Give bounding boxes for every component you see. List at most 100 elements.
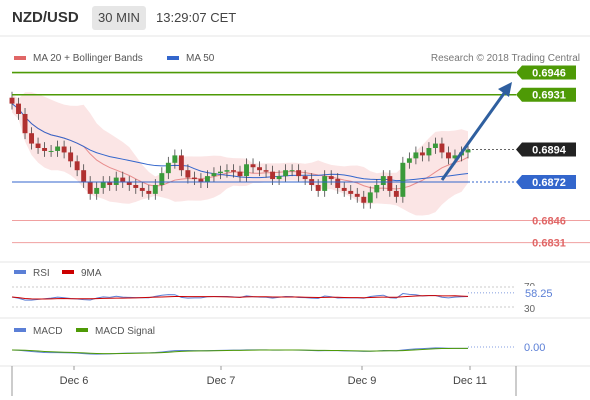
- rsi-legend-swatch: [14, 270, 26, 274]
- price-candle: [361, 190, 367, 209]
- price-candle: [35, 137, 41, 154]
- price-candle: [250, 158, 256, 174]
- price-candle: [354, 187, 360, 203]
- price-candle: [22, 108, 28, 140]
- price-candle: [178, 149, 184, 177]
- price-candle: [100, 176, 106, 194]
- price-candle: [348, 184, 354, 200]
- price-candle: [224, 164, 230, 178]
- price-candle: [296, 164, 302, 183]
- price-candle: [29, 127, 35, 150]
- macd-signal-line: [11, 347, 469, 355]
- price-candle: [159, 167, 165, 191]
- price-candle: [146, 184, 152, 200]
- price-candle: [74, 155, 80, 177]
- rsi-ma-legend-swatch: [62, 270, 74, 274]
- price-candle: [244, 158, 249, 183]
- price-candle: [191, 171, 197, 185]
- price-candle: [211, 167, 217, 183]
- currency-pair: NZD/USD: [12, 9, 79, 26]
- price-candle: [165, 156, 171, 180]
- level-0-6931: 0.6931: [12, 87, 576, 102]
- price-candle: [263, 164, 269, 178]
- price-candle: [387, 170, 393, 197]
- price-candle: [400, 156, 406, 203]
- rsi-ma-legend-label: 9MA: [81, 268, 102, 279]
- projection-arrow: [440, 82, 512, 181]
- price-candle: [426, 142, 432, 162]
- macd-legend-label: MACD: [33, 326, 62, 337]
- rsi-ma-line: [11, 295, 469, 300]
- price-candle: [439, 137, 445, 159]
- level-label: 0.6846: [532, 215, 566, 227]
- price-candle: [283, 164, 289, 183]
- price-candle: [237, 165, 243, 183]
- ma50-legend-label: MA 50: [186, 53, 215, 64]
- price-candle: [367, 186, 373, 209]
- bollinger-legend-label: MA 20 + Bollinger Bands: [33, 53, 143, 64]
- research-credit: Research © 2018 Trading Central: [431, 53, 580, 64]
- level-0-6831: 0.6831: [12, 238, 590, 250]
- price-candle: [413, 146, 419, 165]
- x-tick-label: Dec 11: [453, 375, 487, 387]
- rsi-value: 58.25: [525, 288, 553, 300]
- level-0-6846: 0.6846: [12, 215, 590, 227]
- main-legend: MA 20 + Bollinger Bands MA 50 Research ©…: [14, 53, 580, 64]
- price-candle: [172, 149, 178, 169]
- price-candle: [217, 165, 223, 180]
- price-candle: [231, 164, 236, 178]
- macd-signal-legend-swatch: [76, 328, 88, 332]
- price-candle: [61, 140, 67, 159]
- level-0-6872: 0.6872: [12, 175, 576, 190]
- price-candle: [380, 170, 386, 191]
- timestamp: 13:29:07 CET: [156, 10, 237, 25]
- price-candle: [139, 182, 145, 197]
- price-candle: [94, 182, 100, 200]
- ma50-legend-swatch: [167, 56, 179, 60]
- price-candle: [419, 146, 425, 162]
- price-candle: [16, 97, 21, 120]
- macd-legend-swatch: [14, 328, 26, 332]
- price-candle: [42, 142, 48, 157]
- timeframe-badge[interactable]: 30 MIN: [92, 6, 146, 30]
- price-candle: [341, 182, 347, 197]
- price-candle: [120, 171, 126, 188]
- level-0-6946: 0.6946: [12, 65, 576, 80]
- price-candle: [257, 161, 263, 177]
- price-candle: [335, 173, 341, 194]
- x-tick-label: Dec 6: [60, 375, 89, 387]
- level-0-6894: 0.6894: [468, 142, 576, 157]
- level-label: 0.6946: [532, 68, 566, 80]
- bollinger-legend-swatch: [14, 56, 26, 60]
- price-candle: [107, 176, 113, 191]
- price-candle: [204, 170, 210, 188]
- macd-value: 0.00: [524, 342, 545, 354]
- level-label: 0.6931: [532, 90, 566, 102]
- price-candle: [68, 146, 74, 168]
- rsi-legend: RSI 9MA: [14, 268, 102, 279]
- bollinger-band: [12, 92, 468, 216]
- macd-legend: MACD MACD Signal: [14, 326, 155, 337]
- rsi-tick-30: 30: [524, 304, 536, 315]
- level-label: 0.6872: [532, 177, 566, 189]
- level-label: 0.6831: [532, 238, 566, 250]
- price-candle: [406, 152, 412, 169]
- rsi-legend-label: RSI: [33, 268, 50, 279]
- price-candle: [81, 164, 87, 188]
- price-candle: [393, 184, 399, 203]
- level-label: 0.6894: [532, 144, 567, 156]
- chart-header: NZD/USD 30 MIN 13:29:07 CET: [0, 0, 590, 36]
- price-candle: [198, 173, 204, 188]
- price-candle: [48, 145, 54, 157]
- price-candle: [445, 146, 451, 165]
- x-tick-label: Dec 7: [207, 375, 236, 387]
- price-candle: [113, 171, 119, 191]
- macd-signal-legend-label: MACD Signal: [95, 326, 155, 337]
- x-tick-label: Dec 9: [348, 375, 377, 387]
- price-candle: [289, 164, 295, 177]
- price-candle: [55, 140, 61, 157]
- price-candle: [126, 176, 132, 191]
- price-candle: [185, 164, 191, 184]
- price-candle: [87, 176, 93, 200]
